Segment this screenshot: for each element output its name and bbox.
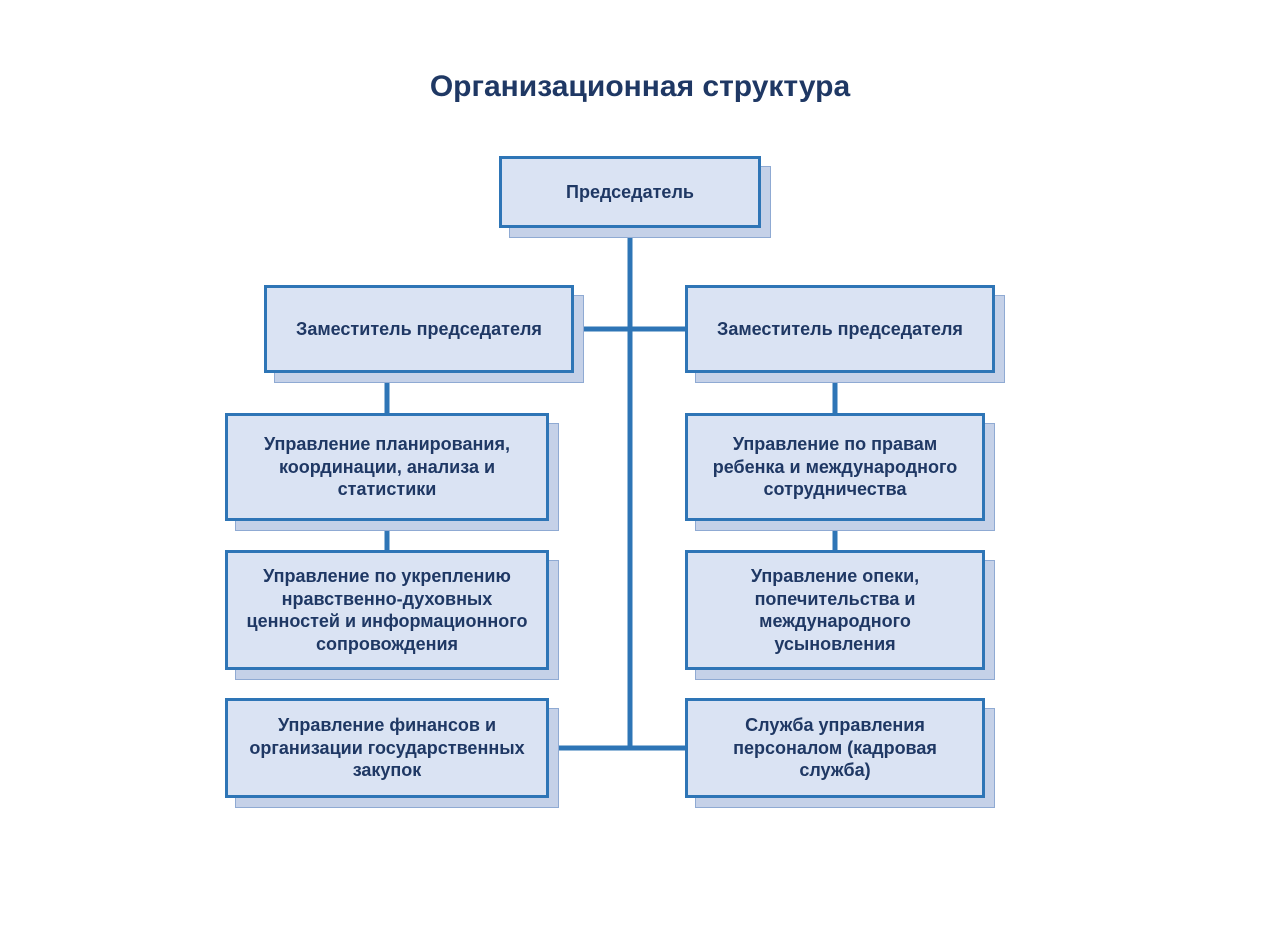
node-label: Заместитель председателя (717, 318, 963, 341)
node-r3: Служба управления персоналом (кадровая с… (685, 698, 985, 798)
node-l3: Управление финансов и организации госуда… (225, 698, 549, 798)
edge-chair-r3 (630, 228, 685, 748)
node-label: Управление финансов и организации госуда… (238, 714, 536, 782)
node-l1: Управление планирования, координации, ан… (225, 413, 549, 521)
node-r2: Управление опеки, попечительства и между… (685, 550, 985, 670)
node-label: Служба управления персоналом (кадровая с… (698, 714, 972, 782)
node-label: Заместитель председателя (296, 318, 542, 341)
node-dep_r: Заместитель председателя (685, 285, 995, 373)
node-label: Председатель (566, 181, 694, 204)
org-chart-stage: Организационная структура Председатель За… (0, 0, 1263, 939)
node-dep_l: Заместитель председателя (264, 285, 574, 373)
node-r1: Управление по правам ребенка и междунаро… (685, 413, 985, 521)
edge-chair-dep_r (630, 228, 685, 329)
node-l2: Управление по укреплению нравственно-дух… (225, 550, 549, 670)
node-label: Управление опеки, попечительства и между… (698, 565, 972, 655)
edge-layer (0, 0, 1263, 939)
node-label: Управление по правам ребенка и междунаро… (698, 433, 972, 501)
node-label: Управление планирования, координации, ан… (238, 433, 536, 501)
node-chair: Председатель (499, 156, 761, 228)
chart-title: Организационная структура (380, 70, 900, 110)
node-label: Управление по укреплению нравственно-дух… (238, 565, 536, 655)
